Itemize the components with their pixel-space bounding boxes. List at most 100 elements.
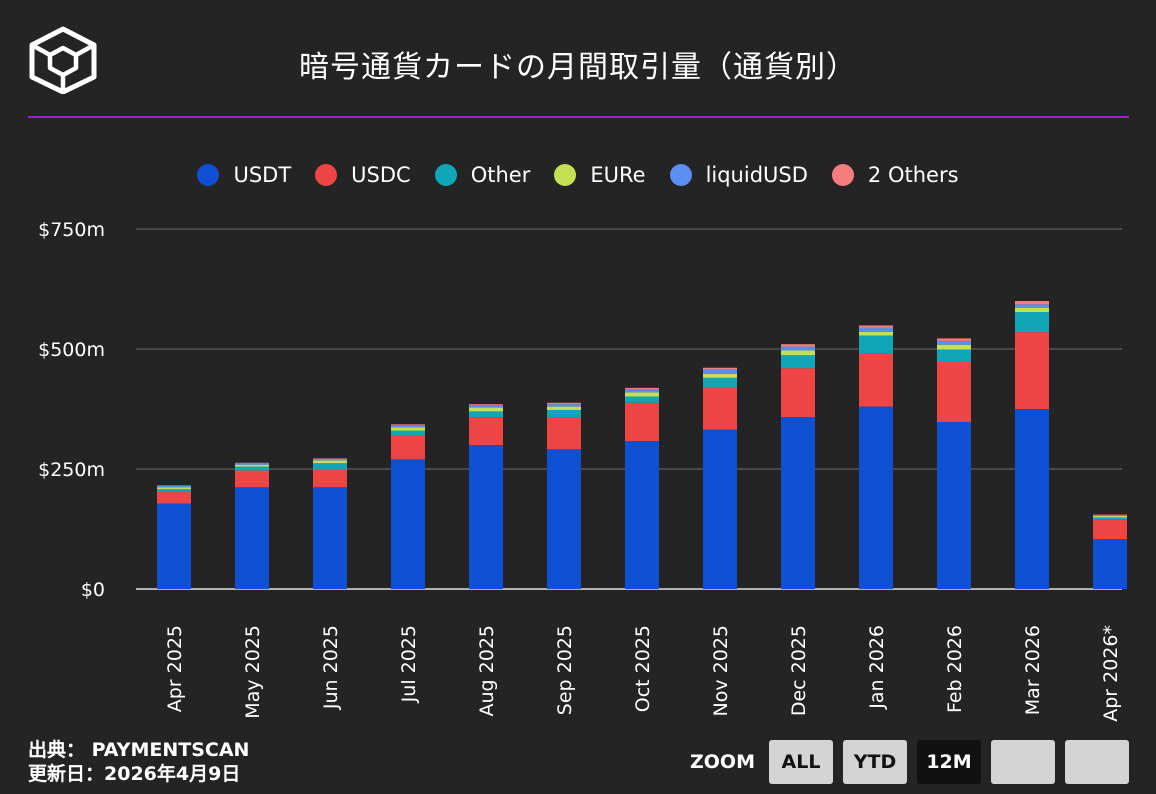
y-tick-label: $750m: [38, 219, 105, 241]
bar-segment-usdc: [313, 469, 347, 488]
bar-segment-eure: [859, 331, 893, 336]
bar-segment-other: [391, 430, 425, 436]
bar-segment-liquidusd: [703, 369, 737, 374]
bar-segment-2-others: [781, 344, 815, 347]
zoom-controls: ZOOM ALL YTD 12M: [690, 740, 1139, 784]
zoom-ytd-button[interactable]: YTD: [843, 740, 907, 784]
updated-label: 更新日：2026年4月9日: [28, 763, 241, 785]
bar-segment-other: [235, 466, 269, 471]
bar-segment-usdt: [469, 445, 503, 589]
bar-segment-usdt: [937, 421, 971, 589]
bar-segment-other: [859, 335, 893, 354]
bar-segment-liquidusd: [469, 405, 503, 408]
bar-segment-usdt: [1093, 539, 1127, 589]
x-tick-label: Jul 2025: [398, 625, 420, 703]
legend-item-other[interactable]: Other: [434, 163, 531, 187]
bar-segment-usdt: [547, 449, 581, 589]
zoom-all-button[interactable]: ALL: [769, 740, 833, 784]
bar-segment-usdc: [547, 417, 581, 450]
x-tick-label: Aug 2025: [476, 625, 498, 717]
bar-segment-other: [1015, 312, 1049, 333]
bar-segment-liquidusd: [781, 346, 815, 351]
bar-segment-usdc: [937, 361, 971, 422]
legend-label: USDC: [351, 163, 411, 187]
bar-segment-liquidusd: [547, 404, 581, 407]
bar-segment-eure: [1093, 516, 1127, 518]
legend-marker: [434, 164, 457, 186]
bar-segment-usdt: [313, 487, 347, 589]
bar-segment-usdc: [859, 353, 893, 407]
bar-segment-eure: [781, 350, 815, 356]
x-tick-label: Apr 2025: [164, 625, 186, 712]
legend-marker: [831, 164, 854, 186]
bar-segment-usdt: [625, 441, 659, 589]
bar-segment-eure: [1015, 307, 1049, 313]
bar-segment-liquidusd: [235, 463, 269, 465]
bar-segment-liquidusd: [157, 485, 191, 488]
legend-marker: [197, 164, 220, 186]
legend-item-2-others[interactable]: 2 Others: [831, 163, 959, 187]
bar-segment-other: [781, 355, 815, 369]
legend-item-liquidusd[interactable]: liquidUSD: [669, 163, 808, 187]
source-label: 出典： PAYMENTSCAN: [28, 739, 250, 761]
zoom-button-4[interactable]: [991, 740, 1055, 784]
bar-segment-usdc: [391, 435, 425, 460]
bar-segment-other: [1093, 517, 1127, 520]
bar-segment-other: [937, 349, 971, 362]
x-tick-label: Dec 2025: [788, 625, 810, 716]
legend-label: USDT: [233, 163, 292, 187]
bar-segment-liquidusd: [391, 425, 425, 428]
bar-segment-2-others: [859, 325, 893, 328]
legend-marker: [669, 164, 692, 186]
bar-segment-liquidusd: [313, 459, 347, 461]
legend-label: liquidUSD: [705, 163, 808, 187]
x-tick-label: Apr 2026*: [1100, 625, 1122, 722]
bar-segment-other: [703, 377, 737, 388]
bar-segment-usdc: [469, 417, 503, 445]
zoom-button-5[interactable]: [1065, 740, 1129, 784]
bar-segment-eure: [313, 460, 347, 464]
x-tick-label: Nov 2025: [710, 625, 732, 716]
bar-segment-usdt: [235, 487, 269, 589]
bar-segment-usdc: [235, 470, 269, 488]
bar-segment-usdc: [781, 368, 815, 418]
bar-segment-other: [547, 409, 581, 418]
bar-segment-other: [313, 463, 347, 470]
bar-segment-other: [469, 411, 503, 418]
legend-item-usdc[interactable]: USDC: [315, 163, 411, 187]
legend-item-eure[interactable]: EURe: [554, 163, 646, 187]
legend-marker: [315, 164, 338, 186]
bar-segment-eure: [469, 407, 503, 412]
bar-segment-2-others: [703, 367, 737, 370]
bar-segment-eure: [391, 427, 425, 431]
bar-segment-usdc: [703, 387, 737, 430]
x-tick-label: May 2025: [242, 625, 264, 719]
bar-segment-eure: [235, 464, 269, 467]
zoom-label: ZOOM: [690, 751, 755, 773]
bar-segment-eure: [547, 406, 581, 410]
bar-segment-usdt: [391, 459, 425, 589]
x-tick-label: Jun 2025: [320, 625, 342, 710]
legend-label: 2 Others: [867, 163, 959, 187]
legend-marker: [554, 164, 577, 186]
bar-segment-usdt: [859, 406, 893, 589]
bar-chart: $0 $250m $500m $750m Apr 2025 May 2025 Jun 202…: [38, 219, 1127, 722]
chart-title: 暗号通貨カードの月間取引量（通貨別）: [299, 50, 857, 85]
chart-legend: USDT USDC Other EURe liquidUSD 2 Others: [0, 163, 1156, 187]
legend-label: Other: [470, 163, 531, 187]
bar-segment-liquidusd: [625, 389, 659, 393]
bar-segment-eure: [703, 373, 737, 378]
zoom-12m-button[interactable]: 12M: [917, 740, 981, 784]
legend-item-usdt[interactable]: USDT: [197, 163, 291, 187]
bar-segment-usdt: [703, 429, 737, 589]
bar-segment-eure: [625, 392, 659, 397]
bar-segment-2-others: [313, 458, 347, 460]
bar-segment-2-others: [547, 402, 581, 405]
bar-segment-liquidusd: [859, 327, 893, 332]
bar-segment-2-others: [391, 424, 425, 426]
bar-segment-other: [157, 489, 191, 492]
footer: 出典： PAYMENTSCAN 更新日：2026年4月9日: [28, 738, 249, 786]
x-tick-label: Mar 2026: [1022, 625, 1044, 715]
legend-label: EURe: [590, 163, 646, 187]
bar-segment-2-others: [625, 387, 659, 390]
